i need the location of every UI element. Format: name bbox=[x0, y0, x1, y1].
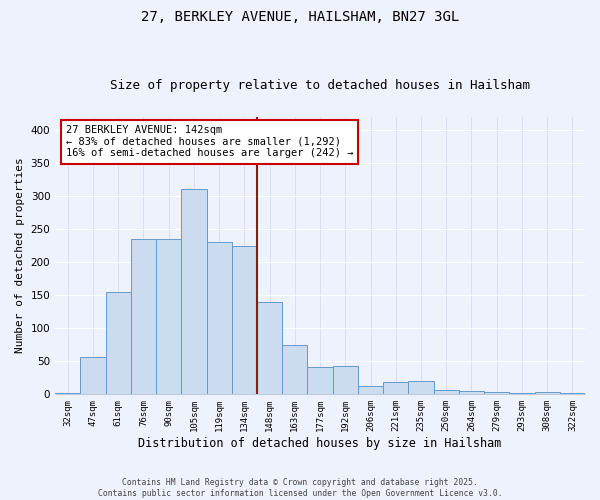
Bar bbox=[383, 382, 409, 394]
Bar bbox=[80, 356, 106, 395]
Bar bbox=[409, 381, 434, 394]
Title: Size of property relative to detached houses in Hailsham: Size of property relative to detached ho… bbox=[110, 79, 530, 92]
Bar bbox=[358, 386, 383, 394]
Bar bbox=[232, 246, 257, 394]
Bar bbox=[560, 393, 585, 394]
Bar bbox=[535, 392, 560, 394]
Bar bbox=[206, 242, 232, 394]
Bar bbox=[509, 393, 535, 394]
Bar bbox=[131, 239, 156, 394]
Bar bbox=[459, 391, 484, 394]
Text: Contains HM Land Registry data © Crown copyright and database right 2025.
Contai: Contains HM Land Registry data © Crown c… bbox=[98, 478, 502, 498]
Bar bbox=[282, 345, 307, 395]
Bar bbox=[332, 366, 358, 394]
Bar bbox=[181, 190, 206, 394]
Bar bbox=[257, 302, 282, 394]
Bar bbox=[434, 390, 459, 394]
X-axis label: Distribution of detached houses by size in Hailsham: Distribution of detached houses by size … bbox=[139, 437, 502, 450]
Bar bbox=[307, 366, 332, 394]
Bar bbox=[55, 393, 80, 394]
Bar bbox=[106, 292, 131, 394]
Bar bbox=[156, 239, 181, 394]
Text: 27 BERKLEY AVENUE: 142sqm
← 83% of detached houses are smaller (1,292)
16% of se: 27 BERKLEY AVENUE: 142sqm ← 83% of detac… bbox=[66, 125, 353, 158]
Bar bbox=[484, 392, 509, 394]
Y-axis label: Number of detached properties: Number of detached properties bbox=[15, 158, 25, 354]
Text: 27, BERKLEY AVENUE, HAILSHAM, BN27 3GL: 27, BERKLEY AVENUE, HAILSHAM, BN27 3GL bbox=[141, 10, 459, 24]
